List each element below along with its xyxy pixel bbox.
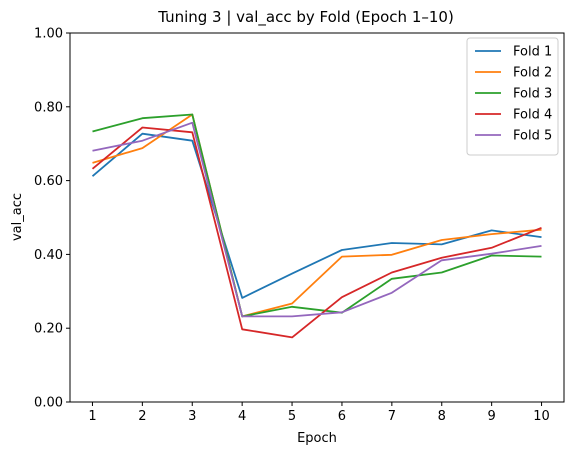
- legend-label: Fold 4: [513, 108, 552, 123]
- y-tick-label: 0.20: [34, 322, 63, 337]
- y-tick-label: 0.00: [34, 396, 63, 411]
- series-line-fold-5: [92, 121, 542, 318]
- x-tick-label: 9: [488, 409, 496, 424]
- y-tick-label: 1.00: [34, 27, 63, 42]
- legend-label: Fold 1: [513, 45, 552, 60]
- series-line-fold-3: [92, 113, 542, 318]
- x-tick-label: 3: [188, 409, 196, 424]
- x-tick-label: 2: [138, 409, 146, 424]
- plot-frame: [69, 32, 565, 403]
- x-axis: 1 2 3 4 5 6 7 8 9 10: [88, 402, 550, 424]
- series-layer: [91, 113, 542, 339]
- legend: Fold 1 Fold 2 Fold 3 Fold 4 Fold 5: [466, 37, 559, 156]
- x-tick-label: 10: [533, 409, 550, 424]
- y-tick-label: 0.60: [34, 174, 63, 189]
- legend-label: Fold 3: [513, 87, 552, 102]
- y-axis-title: val_acc: [10, 193, 25, 241]
- chart-title: Tuning 3 | val_acc by Fold (Epoch 1–10): [157, 8, 454, 27]
- series-line-fold-4: [91, 126, 542, 339]
- y-axis: 0.00 0.20 0.40 0.60 0.80 1.00: [34, 27, 70, 411]
- x-axis-title: Epoch: [297, 431, 337, 446]
- x-tick-label: 7: [388, 409, 396, 424]
- x-tick-label: 6: [338, 409, 346, 424]
- x-tick-label: 8: [438, 409, 446, 424]
- y-tick-label: 0.80: [34, 100, 63, 115]
- y-tick-label: 0.40: [34, 248, 63, 263]
- legend-box: [466, 37, 559, 156]
- legend-label: Fold 5: [513, 129, 552, 144]
- x-tick-label: 4: [238, 409, 246, 424]
- legend-label: Fold 2: [513, 66, 552, 81]
- x-tick-label: 5: [288, 409, 296, 424]
- x-tick-label: 1: [88, 409, 96, 424]
